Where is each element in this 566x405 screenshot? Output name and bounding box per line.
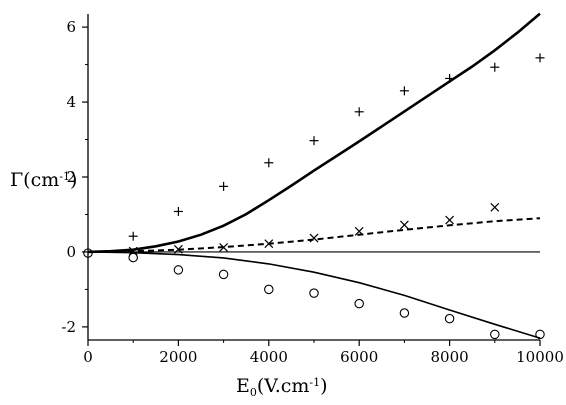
ticks: 0 2000 4000 6000 8000 10000 -2 0 2 4 6 [61,18,563,366]
x-tick-label: 2000 [159,348,197,366]
x-tick-label: 8000 [431,348,469,366]
cross-b [445,215,455,225]
data-point-circle [173,265,184,275]
data-point-circle [399,308,410,318]
series-line-thin-solid [87,251,541,339]
x-axis-title-sup: -1 [309,376,320,389]
x-axis-title-main: E [236,375,250,397]
y-axis-title-close: ) [70,169,77,191]
y-axis-title-main: Γ(cm [10,169,59,191]
data-point-plus [219,181,229,191]
data-point-cross [445,215,455,225]
data-point-plus [128,231,138,241]
data-point-cross [399,220,409,230]
data-point-circle [354,298,364,309]
x-tick-label: 10000 [516,348,564,366]
series-line-dashed [87,217,541,253]
data-point-circle [444,313,455,324]
y-tick-label: 0 [66,243,76,261]
data-point-plus [535,53,545,63]
data-point-plus [309,136,319,146]
data-point-plus [173,206,183,216]
data-point-circle [309,288,319,298]
series-line-thick-solid [87,12,541,254]
data-point-plus [490,62,500,72]
data-point-circle [218,269,229,280]
y-tick-label: 4 [66,93,76,111]
cross-b [490,202,500,212]
cross-b [399,220,409,230]
x-axis-title-sub: 0 [250,386,257,399]
data-point-cross [309,233,319,243]
data-point-plus [354,107,364,117]
x-tick-label: 6000 [340,348,378,366]
data-point-circle [535,329,545,340]
data-point-circle [128,252,138,263]
data-point-circle [490,329,500,340]
plot-marks [83,12,545,340]
x-tick-label: 4000 [250,348,288,366]
data-point-circle [264,284,274,295]
x-axis-title-rest: (V.cm [257,375,310,397]
x-tick-label: 0 [83,348,93,366]
x-axis-title: E0(V.cm-1) [236,375,328,399]
data-point-plus [399,86,409,96]
y-axis-title: Γ(cm-1) [10,169,77,191]
y-tick-label: 6 [66,18,76,36]
data-point-cross [490,202,500,212]
x-axis-title-close: ) [320,375,327,397]
cross-b [354,226,364,236]
y-tick-label: -2 [61,318,76,336]
y-axis-title-sup: -1 [59,170,70,183]
y-tick-label: 2 [66,168,76,186]
data-point-plus [264,158,274,168]
